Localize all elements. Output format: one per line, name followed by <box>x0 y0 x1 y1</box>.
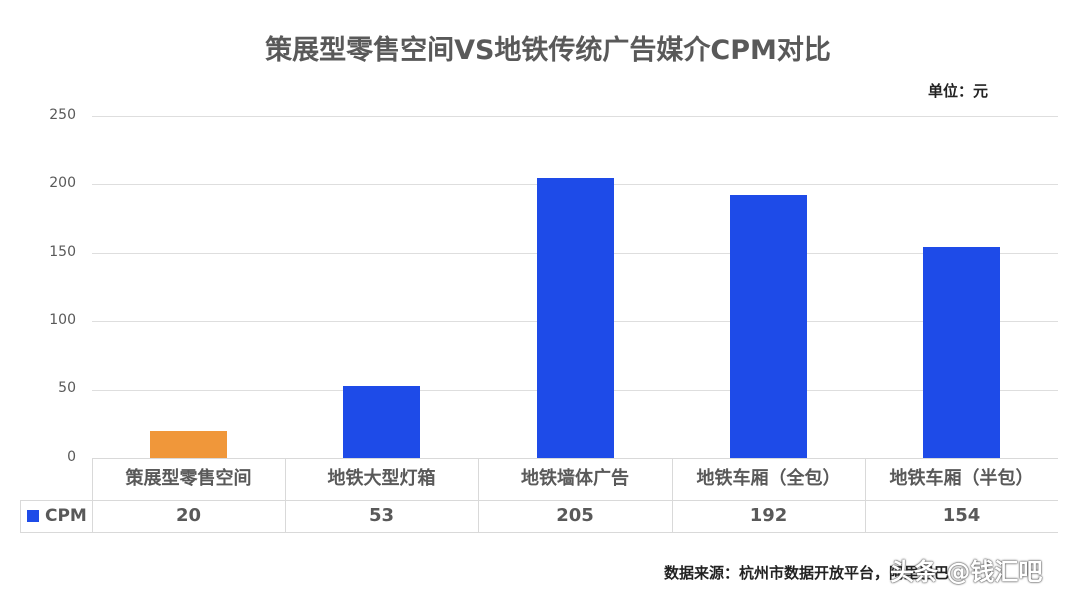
category-label: 地铁墙体广告 <box>521 468 629 489</box>
value-cell: 20 <box>175 505 202 526</box>
y-tick-label: 0 <box>67 449 76 465</box>
bar <box>536 177 614 458</box>
category-label: 地铁大型灯箱 <box>327 468 436 489</box>
legend-item-cpm: CPM <box>20 500 92 532</box>
category-label: 策展型零售空间 <box>125 468 252 489</box>
value-cell: 205 <box>556 505 594 526</box>
value-cell: 53 <box>368 505 395 526</box>
data-source-note: 数据来源：杭州市数据开放平台，阿里巴巴 <box>664 564 950 582</box>
bar <box>150 430 228 458</box>
category-label: 地铁车厢（半包） <box>889 468 1034 489</box>
chart-title: 策展型零售空间VS地铁传统广告媒介CPM对比 <box>265 35 831 66</box>
plot-area <box>92 116 1058 458</box>
y-tick-label: 50 <box>58 380 76 396</box>
legend-swatch-icon <box>27 510 39 522</box>
value-cell: 192 <box>749 505 788 526</box>
table-border <box>20 532 1058 533</box>
table-border <box>285 458 286 532</box>
table-border <box>20 500 1058 501</box>
table-border <box>478 458 479 532</box>
category-label: 地铁车厢（全包） <box>696 468 841 489</box>
unit-label: 单位：元 <box>928 82 989 100</box>
gridline <box>92 116 1058 117</box>
y-tick-label: 200 <box>49 175 76 191</box>
y-tick-label: 250 <box>49 107 76 123</box>
value-cell: 154 <box>942 505 981 526</box>
bar <box>922 247 1000 458</box>
bar <box>343 385 421 458</box>
y-tick-label: 150 <box>49 244 76 260</box>
y-tick-label: 100 <box>49 312 76 328</box>
table-border <box>672 458 673 532</box>
table-border <box>20 500 21 532</box>
watermark: 头条 @钱汇吧 <box>890 558 1043 586</box>
legend-label: CPM <box>45 506 87 526</box>
table-border <box>92 458 1058 459</box>
table-border <box>92 458 93 532</box>
table-border <box>865 458 866 532</box>
bar <box>729 195 807 458</box>
